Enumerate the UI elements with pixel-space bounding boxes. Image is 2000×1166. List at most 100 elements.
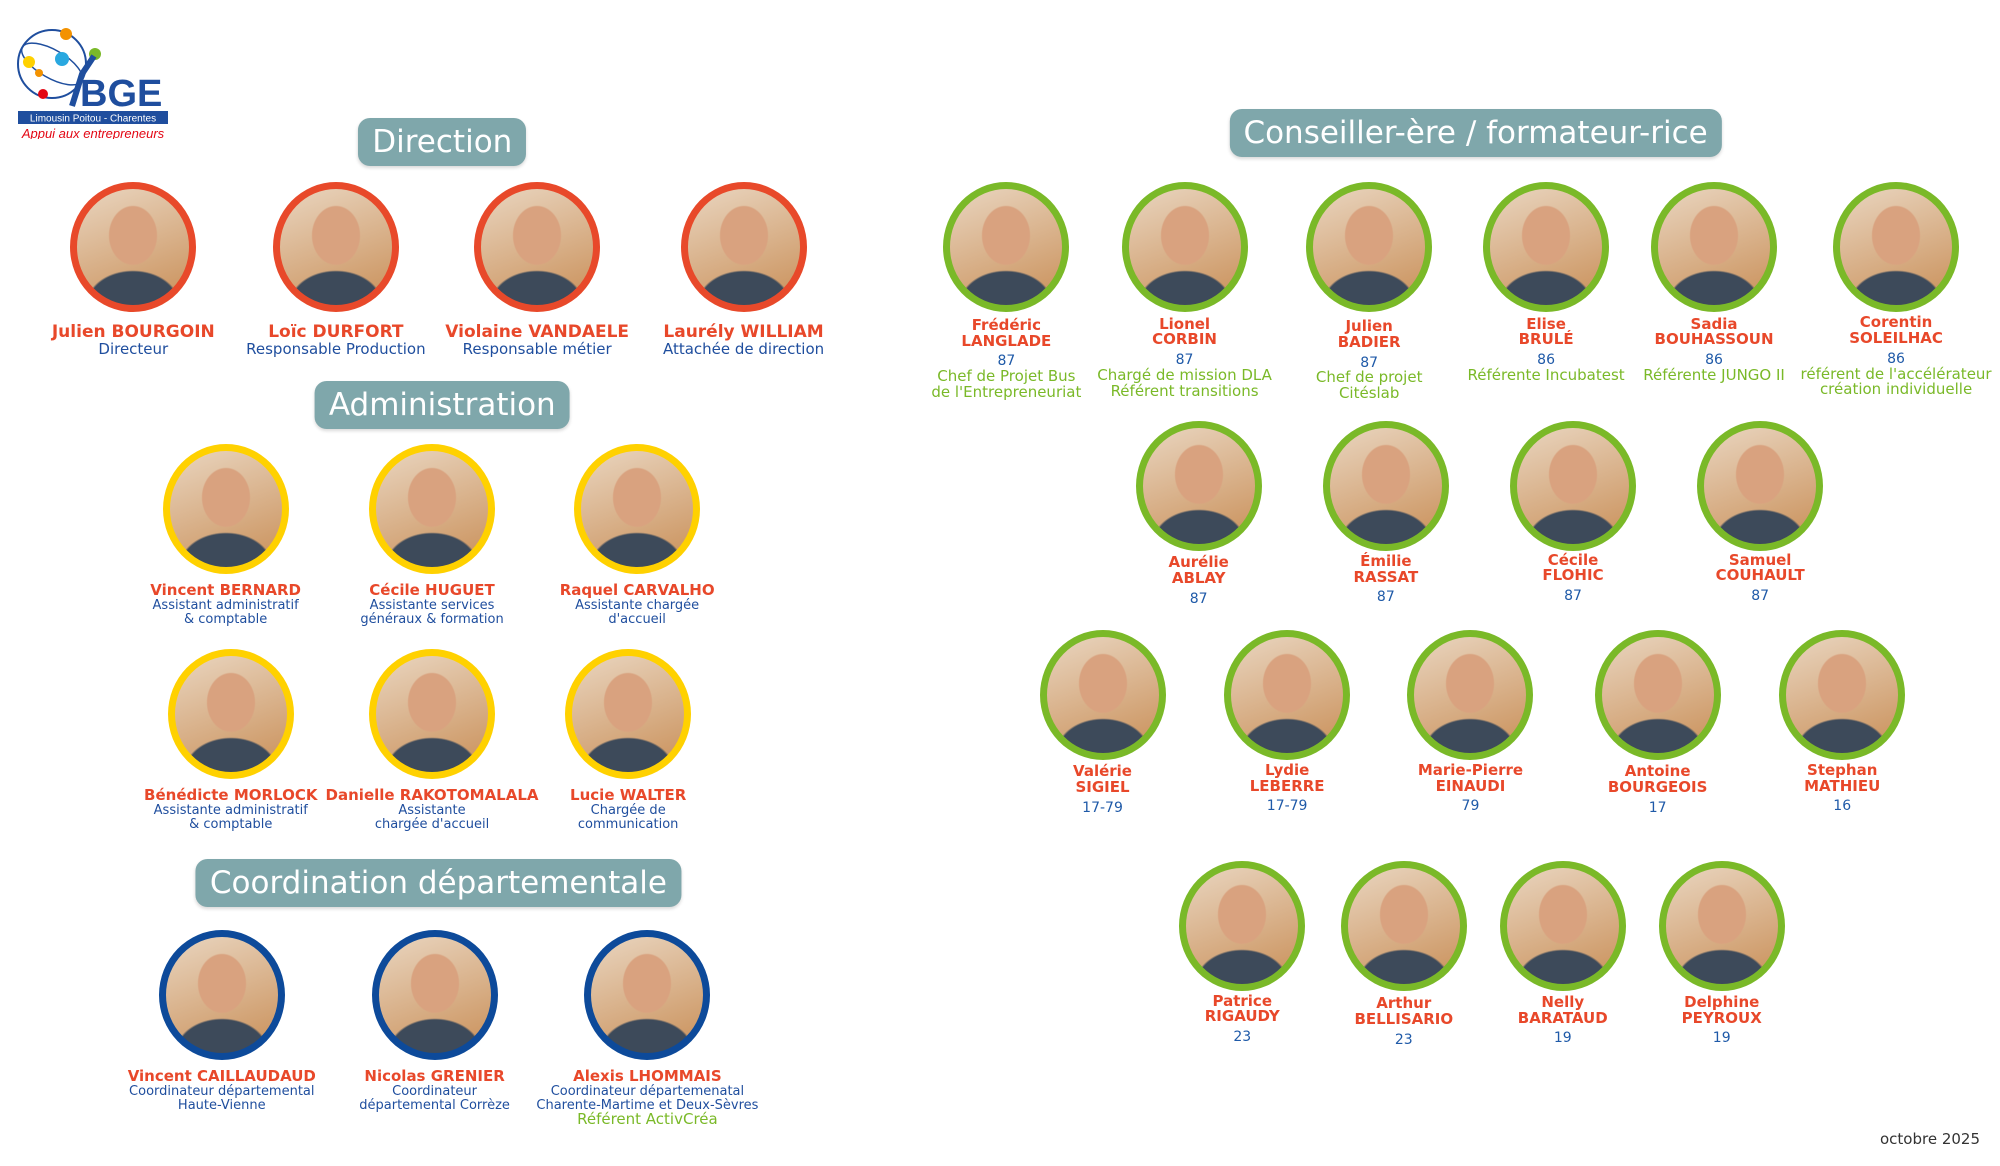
member-name: FLOHIC [1542,566,1604,585]
member-info: Marie-Pierre EINAUDI 79 [1417,760,1524,814]
member-name: BRULÉ [1518,330,1574,349]
member-role: Assistante services [369,598,495,614]
member-department: 87 [1564,588,1582,605]
member-info: Delphine PEYROUX 19 [1681,994,1762,1046]
member-mission: référent de l'accélérateur [1800,364,1992,383]
member-department: 19 [1553,1030,1572,1047]
member-info: Bénédicte MORLOCK Assistante administrati… [144,788,317,831]
member-mission: création individuelle [1819,380,1973,399]
member-info: Frédéric LANGLADE 87 Chef de Projet Bus de l… [931,315,1082,401]
section-header-administration: Administration [314,381,570,430]
member-info: Vincent CAILLAUDAUD Coordinateur départem… [128,1068,316,1112]
member-role: Assistante administratif [153,803,308,819]
member-info: Julien BOURGOIN Directeur [51,322,215,359]
member-department: 86 [1537,352,1555,369]
member-name: Nicolas GRENIER [364,1067,505,1086]
member-photo [1594,629,1721,760]
member-info: Lucie WALTER Chargée de communication [570,788,686,831]
member-info: Violaine VANDAELE Responsable métier [445,323,629,358]
member-department: 17-79 [1082,799,1123,816]
member-info: Cécile HUGUET Assistante services généraux… [360,583,503,626]
member-name: LANGLADE [961,331,1052,350]
member-role: Assistant administratif [152,598,299,614]
member-role: Coordinateur [392,1083,478,1099]
member-name: Cécile [1547,550,1599,569]
member-department: 87 [1376,589,1395,606]
member-info: Sadia BOUHASSOUN 86 Référente JUNGO II [1643,316,1785,384]
member-name: Corentin [1859,313,1933,332]
member-name: CORBIN [1152,330,1217,349]
member-name: Bénédicte MORLOCK [144,786,318,805]
member-photo [369,443,496,574]
member-name: Raquel CARVALHO [559,581,715,600]
member-department: 87 [1175,352,1194,369]
member-info: Patrice RIGAUDY 23 [1204,993,1280,1046]
member-name: SIGIEL [1075,777,1130,796]
member-photo [584,929,711,1060]
member-info: Nicolas GRENIER Coordinateur départemental… [359,1067,510,1113]
member-name: Émilie [1360,551,1412,570]
member-role: Directeur [98,340,169,359]
member-role: communication [577,816,679,832]
member-photo [167,649,294,780]
member-name: Marie-Pierre [1417,760,1524,779]
member-name: Antoine [1624,762,1691,781]
member-mission: Référente JUNGO II [1643,365,1785,384]
member-role: Chargée de [590,803,666,819]
member-name: Nelly [1541,992,1585,1011]
member-name: Loïc DURFORT [268,322,404,343]
member-info: Laurély WILLIAM Attachée de direction [663,323,824,358]
member-photo [1510,420,1636,551]
member-photo [574,443,701,574]
member-name: Frédéric [971,315,1041,334]
member-role: Assistante [398,803,466,819]
member-name: Lucie WALTER [570,786,687,805]
member-name: PEYROUX [1681,1008,1762,1027]
member-department: 17-79 [1266,798,1308,815]
member-mission: Chef de Projet Bus [937,367,1076,386]
member-info: Nelly BARATAUD 19 [1518,992,1608,1047]
member-name: Danielle RAKOTOMALALA [325,786,539,805]
member-role: d'accueil [608,611,666,627]
member-role: Charente-Martime et Deux-Sèvres [536,1097,759,1113]
svg-text:Limousin Poitou - Charentes: Limousin Poitou - Charentes [30,114,156,125]
member-photo [565,649,692,780]
member-role: Responsable Production [246,340,426,359]
svg-text:Appui aux entrepreneurs: Appui aux entrepreneurs [21,126,165,139]
member-mission: Référente Incubatest [1467,365,1625,384]
member-department: 16 [1833,798,1852,815]
member-photo [1121,182,1248,313]
member-photo [70,182,197,313]
member-info: Vincent BERNARD Assistant administratif & … [150,583,301,626]
member-name: MATHIEU [1804,776,1881,795]
member-role: Coordinateur départemenatal [550,1083,745,1099]
member-department: 87 [1751,588,1770,605]
member-photo [474,182,601,313]
member-photo [1340,860,1467,991]
member-name: Julien BOURGOIN [51,322,215,343]
member-department: 17 [1648,799,1667,816]
member-name: RIGAUDY [1204,1007,1280,1026]
member-info: Corentin SOLEILHAC 86 référent de l'accélér… [1801,315,1992,398]
section-header-direction: Direction [358,118,527,167]
member-department: 23 [1233,1029,1252,1046]
member-photo [272,182,399,313]
member-photo [1833,182,1960,313]
member-role: & comptable [189,816,273,832]
member-mission: de l'Entrepreneuriat [931,382,1082,401]
member-role: généraux & formation [360,611,504,627]
member-photo [1039,629,1166,760]
member-info: Raquel CARVALHO Assistante chargée d'accue… [560,583,715,626]
member-info: Samuel COUHAULT 87 [1716,552,1805,605]
member-name: BOURGEOIS [1607,777,1708,796]
member-name: SOLEILHAC [1849,329,1943,348]
member-info: Danielle RAKOTOMALALA Assistante chargée d… [326,788,539,831]
member-name: Lydie [1264,760,1310,779]
member-info: Arthur BELLISARIO 23 [1354,995,1453,1047]
member-role: départemental Corrèze [359,1097,510,1113]
member-photo [158,929,285,1060]
member-photo [1697,420,1824,551]
member-photo [1779,629,1906,760]
member-name: EINAUDI [1435,776,1506,795]
member-photo [162,443,289,574]
